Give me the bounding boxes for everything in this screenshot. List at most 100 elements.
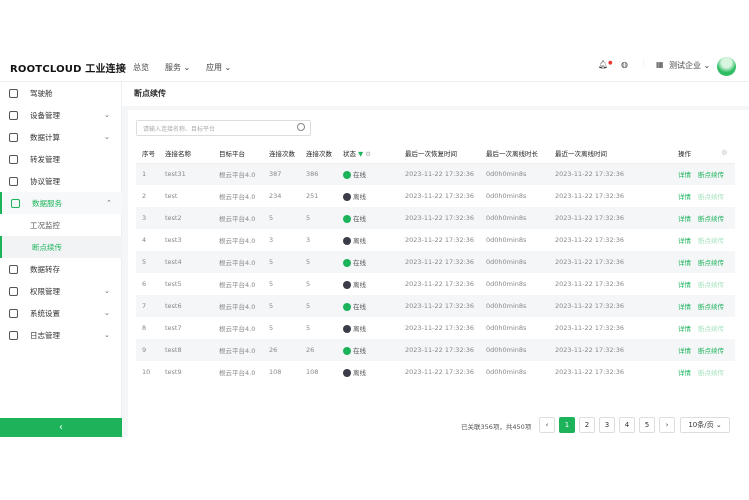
table-cell: 26	[300, 339, 337, 361]
filter-icon[interactable]: ▼	[358, 149, 364, 158]
column-header: 操作 ◎	[672, 143, 735, 164]
table-cell: 0d0h0min8s	[480, 163, 549, 185]
sidebar-subitem-label: 断点续传	[32, 242, 62, 252]
company-icon: ▦	[656, 60, 664, 69]
table-cell: 2023-11-22 17:32:36	[399, 163, 480, 185]
sidebar-item[interactable]: 日志管理 ⌄	[0, 324, 122, 346]
sidebar-item[interactable]: 转发管理	[0, 148, 122, 170]
table-cell: 5	[263, 295, 300, 317]
column-header: 最近一次离线时间	[549, 143, 672, 164]
sidebar-item[interactable]: 数据计算 ⌄	[0, 126, 122, 148]
menu-icon	[9, 286, 18, 296]
table-cell: 3	[306, 236, 311, 244]
details-link[interactable]: 详情	[678, 193, 691, 201]
table-row: 9 test8 根云平台4.0 26 26 在线 2023-11-22 17:32:36 0d…	[136, 339, 735, 361]
status-cell: 在线	[337, 339, 399, 361]
page-button[interactable]: 3	[599, 417, 615, 433]
table-cell: 0d0h0min8s	[480, 295, 549, 317]
table-cell: 0d0h0min8s	[486, 236, 527, 244]
sidebar-item-label: 权限管理	[30, 286, 60, 296]
table-cell: 5	[300, 207, 337, 229]
column-header: 目标平台	[213, 143, 263, 164]
nav-services[interactable]: 服务 ⌄	[165, 63, 191, 72]
table-cell: 2023-11-22 17:32:36	[399, 339, 480, 361]
sidebar-item[interactable]: 权限管理 ⌄	[0, 280, 122, 302]
company-switcher[interactable]: 测试企业 ⌄	[669, 61, 711, 70]
table-row: 7 test6 根云平台4.0 5 5 在线 2023-11-22 17:32:36 0d0h…	[136, 295, 735, 317]
sidebar-item[interactable]: 数据服务 ⌃	[0, 192, 122, 214]
resume-transfer-link: 断点续传	[698, 281, 724, 289]
details-link[interactable]: 详情	[678, 215, 691, 223]
chevron-down-icon: ⌄	[715, 421, 722, 429]
table-cell: 根云平台4.0	[219, 369, 256, 377]
table-cell: 根云平台4.0	[213, 295, 263, 317]
search-input[interactable]: 请输入连接名称、目标平台	[136, 120, 311, 136]
search-icon[interactable]	[297, 123, 305, 131]
settings-icon[interactable]: ⚙	[365, 149, 371, 158]
table-cell: 2023-11-22 17:32:36	[399, 251, 480, 273]
table-cell: 2023-11-22 17:32:36	[405, 368, 475, 376]
details-link[interactable]: 详情	[678, 259, 691, 267]
table-cell: 387	[263, 163, 300, 185]
table-cell: test4	[159, 251, 213, 273]
page-button[interactable]: 1	[559, 417, 575, 433]
resume-transfer-link[interactable]: 断点续传	[698, 171, 724, 180]
menu-icon	[9, 132, 18, 142]
resume-transfer-link[interactable]: 断点续传	[698, 303, 724, 311]
details-link[interactable]: 详情	[678, 171, 691, 180]
sidebar-subitem-label: 工况监控	[30, 220, 60, 230]
nav-apps[interactable]: 应用 ⌄	[206, 63, 232, 72]
top-bar: ROOTCLOUD 工业连接 总览 服务 ⌄ 应用 ⌄ 🔔︎● ◍ | ▦ 测试…	[0, 52, 749, 82]
details-link[interactable]: 详情	[678, 281, 691, 289]
details-link[interactable]: 详情	[678, 303, 691, 311]
sidebar-item-label: 数据转存	[30, 264, 60, 274]
bell-icon[interactable]: 🔔︎●	[598, 60, 613, 69]
prev-page-button[interactable]: ‹	[539, 417, 555, 433]
table-cell: 根云平台4.0	[219, 193, 256, 201]
chevron-up-icon: ⌃	[106, 199, 112, 207]
nav-overview[interactable]: 总览	[133, 63, 149, 72]
table-cell: 2023-11-22 17:32:36	[549, 339, 672, 361]
table-cell: 108	[269, 368, 282, 376]
table-cell: 2023-11-22 17:32:36	[405, 192, 475, 200]
sidebar-subitem[interactable]: 断点续传	[0, 236, 122, 258]
collapse-sidebar-button[interactable]: ‹	[0, 418, 122, 437]
table-cell: 2023-11-22 17:32:36	[549, 207, 672, 229]
table-cell: 5	[136, 251, 159, 273]
page-button[interactable]: 4	[619, 417, 635, 433]
page-size-select[interactable]: 10条/页 ⌄	[680, 417, 730, 433]
details-link[interactable]: 详情	[678, 325, 691, 333]
table-cell: 4	[142, 236, 147, 244]
sidebar-item[interactable]: 数据转存	[0, 258, 122, 280]
resume-transfer-link[interactable]: 断点续传	[698, 347, 724, 355]
page-button[interactable]: 2	[579, 417, 595, 433]
table-cell: 2023-11-22 17:32:36	[549, 163, 672, 185]
resume-transfer-link: 断点续传	[698, 193, 724, 201]
column-settings-icon[interactable]: ◎	[721, 147, 727, 156]
table-cell: 根云平台4.0	[219, 325, 256, 333]
sidebar-item[interactable]: 系统设置 ⌄	[0, 302, 122, 324]
sidebar-item[interactable]: 设备管理 ⌄	[0, 104, 122, 126]
chevron-down-icon: ⌄	[104, 111, 110, 119]
resume-transfer-link[interactable]: 断点续传	[698, 215, 724, 223]
status-cell: 离线	[337, 229, 399, 251]
page-button[interactable]: 5	[639, 417, 655, 433]
details-link[interactable]: 详情	[678, 237, 691, 245]
menu-icon	[9, 154, 18, 164]
column-header: 最后一次恢复时间	[399, 143, 480, 164]
actions-cell: 详情 断点续传	[672, 229, 735, 251]
next-page-button[interactable]: ›	[659, 417, 675, 433]
table-cell: 2023-11-22 17:32:36	[555, 368, 625, 376]
actions-cell: 详情 断点续传	[672, 185, 735, 207]
sidebar-item[interactable]: 驾驶舱	[0, 82, 122, 104]
sidebar-item[interactable]: 协议管理	[0, 170, 122, 192]
details-link[interactable]: 详情	[678, 347, 691, 355]
table-row: 5 test4 根云平台4.0 5 5 在线 2023-11-22 17:32:36 0d0h…	[136, 251, 735, 273]
sidebar-subitem[interactable]: 工况监控	[0, 214, 122, 236]
resume-transfer-link[interactable]: 断点续传	[698, 259, 724, 267]
details-link[interactable]: 详情	[678, 369, 691, 377]
table-cell: 2023-11-22 17:32:36	[555, 236, 625, 244]
column-header: 连接次数	[263, 143, 300, 164]
avatar[interactable]	[717, 57, 736, 76]
help-icon[interactable]: ◍	[621, 60, 628, 69]
